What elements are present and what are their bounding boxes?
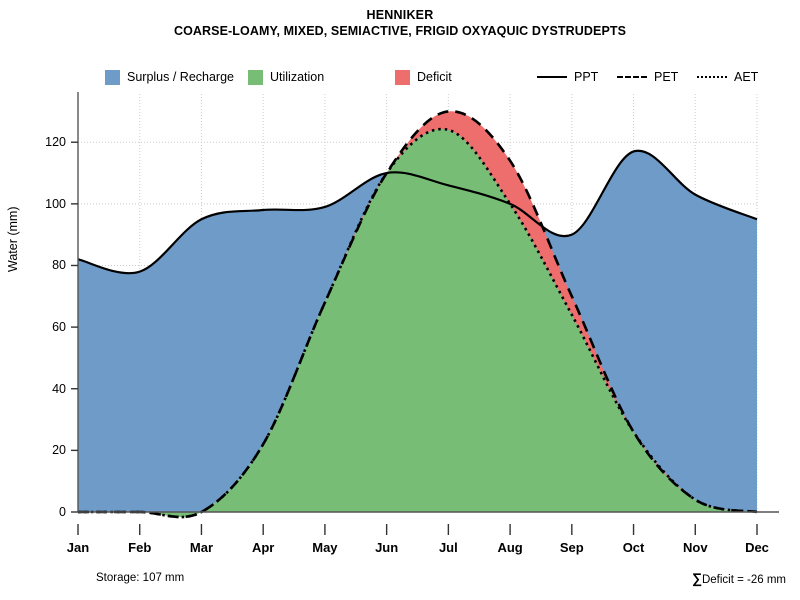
legend-item-pet[interactable]: PET bbox=[617, 66, 678, 88]
x-tick-label: Apr bbox=[251, 540, 275, 555]
x-tick-label: Dec bbox=[745, 540, 769, 555]
legend-label-deficit: Deficit bbox=[417, 70, 452, 84]
legend-label-utilization: Utilization bbox=[270, 70, 325, 84]
deficit-note: ∑Deficit = -26 mm bbox=[692, 570, 786, 586]
chart-title-block: HENNIKER COARSE-LOAMY, MIXED, SEMIACTIVE… bbox=[0, 8, 800, 39]
y-tick-label: 40 bbox=[52, 381, 66, 396]
x-tick-label: Sep bbox=[559, 540, 584, 555]
y-tick-label: 0 bbox=[59, 505, 66, 519]
ppt-curve bbox=[77, 149, 758, 275]
storage-note: Storage: 107 mm bbox=[96, 572, 185, 584]
x-tick-label: Feb bbox=[128, 540, 152, 555]
x-tick-label: Oct bbox=[622, 540, 645, 555]
y-tick-label: 20 bbox=[52, 443, 66, 458]
sigma-icon: ∑ bbox=[691, 570, 702, 586]
deficit-note-text: Deficit = -26 mm bbox=[701, 574, 786, 586]
legend-line-ppt-icon bbox=[537, 70, 567, 84]
legend-item-deficit[interactable]: Deficit bbox=[395, 66, 452, 88]
x-tick-label: Jan bbox=[66, 540, 90, 555]
y-tick-label: 80 bbox=[52, 258, 66, 273]
chart-legend: Surplus / Recharge Utilization Deficit P… bbox=[0, 66, 800, 88]
x-tick-label: Mar bbox=[189, 540, 214, 555]
legend-item-utilization[interactable]: Utilization bbox=[248, 66, 324, 88]
y-tick-label: 100 bbox=[45, 196, 66, 211]
legend-label-aet: AET bbox=[734, 70, 759, 84]
surplus-recharge-area bbox=[78, 129, 757, 512]
legend-label-ppt: PPT bbox=[574, 70, 599, 84]
pet-curve bbox=[77, 110, 758, 519]
legend-label-pet: PET bbox=[654, 70, 679, 84]
x-tick-label: Nov bbox=[682, 540, 708, 555]
page-title: HENNIKER bbox=[366, 8, 434, 22]
legend-label-surplus: Surplus / Recharge bbox=[127, 70, 235, 84]
legend-line-pet-icon bbox=[617, 70, 647, 84]
legend-line-aet-icon bbox=[697, 70, 727, 84]
legend-swatch-surplus-icon bbox=[105, 69, 120, 85]
y-tick-label: 60 bbox=[52, 320, 66, 335]
legend-swatch-deficit-icon bbox=[395, 69, 410, 85]
legend-item-surplus[interactable]: Surplus / Recharge bbox=[105, 66, 234, 88]
x-tick-label: May bbox=[312, 540, 338, 555]
legend-item-aet[interactable]: AET bbox=[697, 66, 758, 88]
aet-curve bbox=[77, 127, 758, 519]
y-tick-label: 120 bbox=[45, 135, 66, 150]
x-tick-label: Jul bbox=[438, 540, 458, 555]
x-tick-label: Jun bbox=[375, 540, 399, 555]
legend-swatch-utilization-icon bbox=[248, 69, 263, 85]
x-tick-label: Aug bbox=[497, 540, 523, 555]
y-axis-label: Water (mm) bbox=[6, 206, 20, 273]
legend-item-ppt[interactable]: PPT bbox=[537, 66, 598, 88]
page-subtitle: COARSE-LOAMY, MIXED, SEMIACTIVE, FRIGID … bbox=[173, 24, 627, 38]
utilization-area bbox=[78, 129, 757, 518]
